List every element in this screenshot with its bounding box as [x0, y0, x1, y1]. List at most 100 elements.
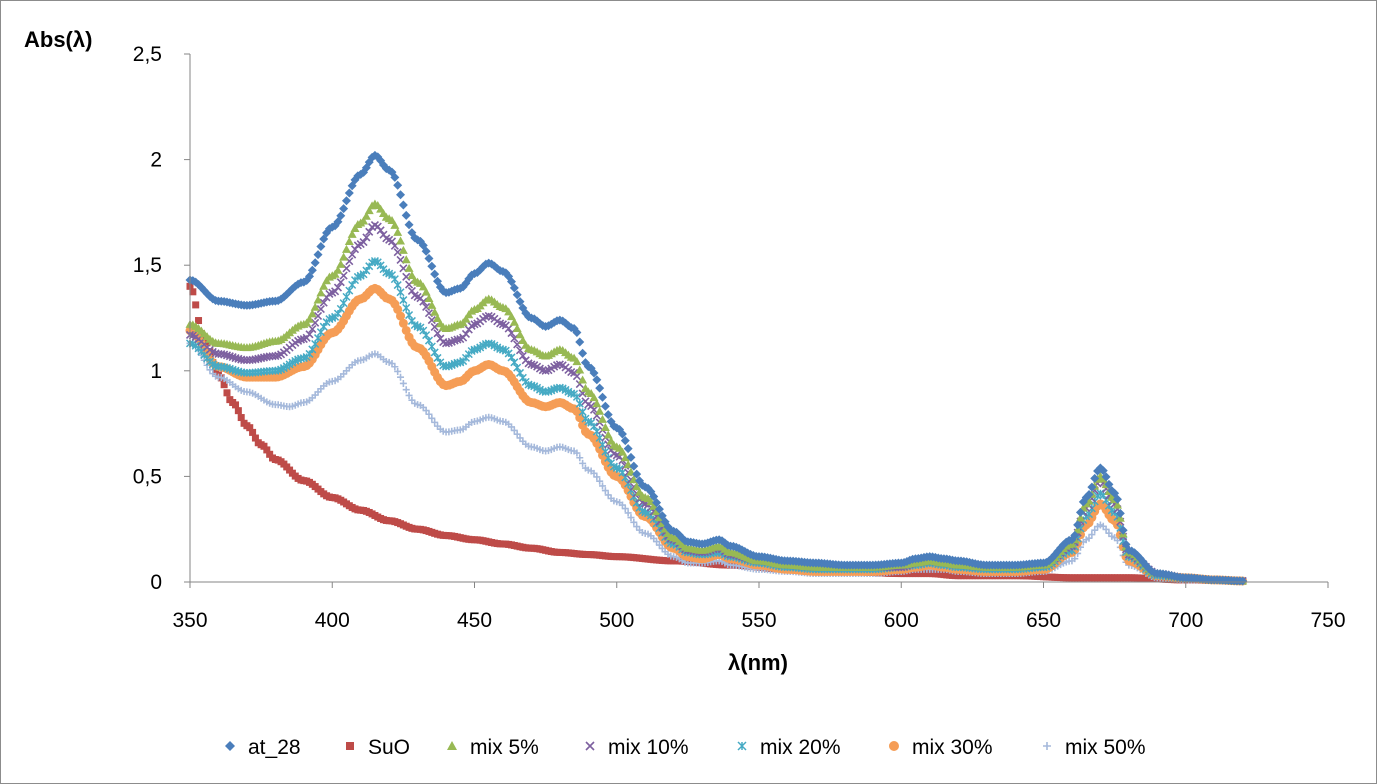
data-point	[399, 379, 407, 387]
data-point	[589, 368, 599, 378]
data-point	[618, 501, 626, 509]
data-point	[575, 365, 585, 374]
data-point	[263, 446, 271, 454]
data-point	[396, 288, 405, 297]
data-point	[596, 477, 604, 485]
data-point	[396, 190, 406, 200]
data-point	[361, 211, 371, 220]
data-point	[1084, 489, 1094, 499]
data-point	[271, 351, 280, 361]
data-point	[234, 407, 242, 415]
data-point	[592, 399, 602, 408]
data-point	[422, 302, 431, 311]
data-point	[504, 324, 513, 333]
data-point	[313, 295, 323, 304]
data-point	[220, 381, 228, 389]
data-point	[396, 236, 406, 245]
data-point	[339, 204, 349, 214]
data-point	[1102, 525, 1110, 533]
data-point	[398, 318, 408, 328]
legend-item: SuO	[346, 736, 410, 759]
data-point	[365, 227, 374, 236]
data-point	[626, 452, 636, 462]
y-tick-label: 1,5	[133, 254, 162, 277]
data-point	[359, 238, 368, 247]
data-point	[362, 233, 371, 242]
x-tick-label: 650	[1026, 609, 1061, 632]
data-point	[1071, 555, 1079, 563]
data-point	[397, 373, 405, 381]
data-point	[601, 447, 610, 456]
data-point	[592, 427, 601, 436]
data-point	[575, 399, 584, 408]
data-point	[310, 258, 320, 268]
axes	[189, 54, 1328, 583]
data-point	[509, 317, 519, 326]
data-point	[422, 407, 430, 415]
data-point	[513, 430, 521, 438]
data-point	[572, 372, 581, 381]
data-point	[1075, 507, 1085, 517]
data-point	[336, 211, 346, 221]
legend-item: mix 30%	[889, 736, 993, 759]
data-point	[627, 514, 635, 522]
data-point	[541, 366, 550, 375]
data-point	[393, 180, 403, 190]
legend-label: mix 50%	[1065, 736, 1146, 759]
data-point	[1112, 500, 1122, 509]
legend-label: SuO	[368, 736, 410, 759]
data-point	[430, 322, 439, 332]
data-point	[430, 269, 440, 279]
series-mix-20-	[185, 256, 1247, 585]
data-point	[376, 226, 385, 235]
data-point	[405, 391, 413, 399]
legend-marker	[737, 741, 747, 751]
data-point	[441, 339, 451, 348]
data-point	[604, 491, 612, 499]
x-axis-title: λ(nm)	[728, 650, 788, 675]
data-point	[391, 363, 399, 371]
x-tick-label: 700	[1168, 609, 1203, 632]
data-point	[592, 375, 602, 385]
x-tick-label: 750	[1310, 609, 1345, 632]
data-point	[246, 424, 254, 432]
data-point	[192, 301, 200, 309]
data-point	[396, 311, 406, 321]
data-point	[296, 335, 306, 344]
data-point	[578, 375, 588, 384]
data-point	[333, 265, 343, 274]
data-point	[632, 482, 642, 491]
data-point	[394, 367, 402, 375]
data-point	[387, 237, 397, 246]
data-point	[461, 314, 471, 323]
data-point	[617, 429, 627, 439]
data-point	[399, 296, 408, 305]
data-point	[390, 172, 400, 182]
data-point	[402, 303, 411, 312]
data-point	[506, 277, 516, 287]
data-point	[364, 206, 374, 215]
data-point	[421, 287, 431, 296]
legend-label: mix 10%	[608, 736, 689, 759]
data-point	[203, 339, 211, 347]
data-point	[402, 386, 410, 394]
data-point	[342, 292, 351, 301]
legend-item: mix 20%	[737, 736, 841, 759]
data-point	[341, 196, 351, 206]
legend-marker	[447, 741, 457, 750]
data-point	[344, 237, 354, 246]
data-point	[1070, 530, 1080, 540]
data-point	[404, 263, 414, 272]
data-point	[573, 449, 581, 457]
plot-area	[185, 150, 1248, 586]
data-point	[195, 317, 203, 325]
data-point	[603, 430, 613, 439]
data-point	[572, 392, 581, 401]
data-point	[232, 401, 240, 409]
data-point	[427, 261, 437, 271]
data-point	[1091, 526, 1099, 534]
data-point	[649, 501, 659, 510]
data-point	[419, 297, 428, 306]
y-tick-label: 2	[150, 149, 162, 172]
data-point	[401, 255, 411, 264]
